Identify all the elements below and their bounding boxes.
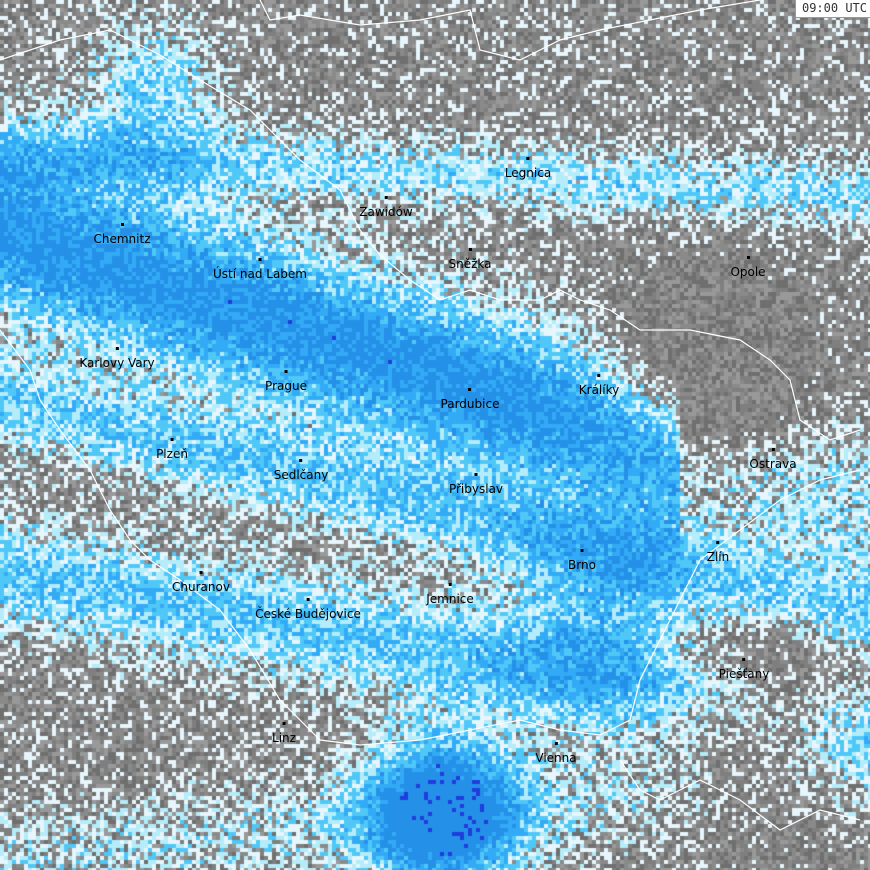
city-name: Chemnitz bbox=[93, 232, 151, 246]
city-name: Ostrava bbox=[749, 457, 797, 471]
city-label: Sedlčany bbox=[273, 459, 329, 482]
city-marker-icon bbox=[120, 223, 124, 226]
city-name: Churanov bbox=[172, 580, 230, 594]
city-label: Prague bbox=[265, 370, 307, 393]
city-marker-icon bbox=[258, 258, 262, 261]
city-label: Jemnice bbox=[426, 583, 474, 606]
city-name: Brno bbox=[568, 558, 596, 572]
city-marker-icon bbox=[771, 448, 775, 451]
city-label: Pardubice bbox=[440, 388, 500, 411]
city-marker-icon bbox=[299, 459, 303, 462]
city-label: Opole bbox=[730, 256, 766, 279]
city-marker-icon bbox=[526, 157, 530, 160]
city-label: Brno bbox=[568, 549, 596, 572]
city-marker-icon bbox=[448, 583, 452, 586]
city-name: Zlín bbox=[706, 550, 730, 564]
city-marker-icon bbox=[468, 248, 472, 251]
city-name: Ústí nad Labem bbox=[212, 267, 308, 281]
city-label: České Budějovice bbox=[255, 598, 361, 621]
city-marker-icon bbox=[199, 571, 203, 574]
city-name: Opole bbox=[730, 265, 766, 279]
city-name: Vienna bbox=[535, 751, 577, 765]
city-name: Legnica bbox=[504, 166, 552, 180]
city-label: Chemnitz bbox=[93, 223, 151, 246]
city-marker-icon bbox=[742, 658, 746, 661]
city-label: Zlín bbox=[706, 541, 730, 564]
city-marker-icon bbox=[306, 598, 310, 601]
city-marker-icon bbox=[284, 370, 288, 373]
city-marker-icon bbox=[282, 722, 286, 725]
city-marker-icon bbox=[746, 256, 750, 259]
city-label: Piešťany bbox=[718, 658, 770, 681]
city-label: Karlovy Vary bbox=[79, 347, 155, 370]
city-marker-icon bbox=[384, 196, 388, 199]
city-name: Plzeň bbox=[156, 447, 188, 461]
city-marker-icon bbox=[115, 347, 119, 350]
city-marker-icon bbox=[554, 742, 558, 745]
city-name: Jemnice bbox=[426, 592, 474, 606]
city-marker-icon bbox=[597, 374, 601, 377]
city-name: Zawidów bbox=[359, 205, 413, 219]
city-label: Králíky bbox=[578, 374, 620, 397]
city-label: Churanov bbox=[172, 571, 230, 594]
border-line bbox=[0, 329, 861, 746]
border-line bbox=[0, 29, 861, 441]
city-label: Zawidów bbox=[359, 196, 413, 219]
city-label: Plzeň bbox=[156, 438, 188, 461]
border-line bbox=[619, 759, 861, 831]
city-name: Piešťany bbox=[718, 667, 770, 681]
city-label: Legnica bbox=[504, 157, 552, 180]
city-marker-icon bbox=[474, 473, 478, 476]
city-label: Ústí nad Labem bbox=[212, 258, 308, 281]
city-name: Karlovy Vary bbox=[79, 356, 155, 370]
city-name: Prague bbox=[265, 379, 307, 393]
city-label: Ostrava bbox=[749, 448, 797, 471]
city-marker-icon bbox=[170, 438, 174, 441]
city-label: Linz bbox=[272, 722, 296, 745]
city-label: Vienna bbox=[535, 742, 577, 765]
city-name: Přibyslav bbox=[448, 482, 504, 496]
city-label: Přibyslav bbox=[448, 473, 504, 496]
city-name: Sněžka bbox=[448, 257, 492, 271]
city-name: Sedlčany bbox=[273, 468, 329, 482]
city-marker-icon bbox=[580, 549, 584, 552]
city-marker-icon bbox=[468, 388, 472, 391]
city-name: Linz bbox=[272, 731, 296, 745]
city-marker-icon bbox=[716, 541, 720, 544]
city-name: České Budějovice bbox=[255, 607, 361, 621]
city-name: Pardubice bbox=[440, 397, 500, 411]
city-label: Sněžka bbox=[448, 248, 492, 271]
border-line bbox=[259, 0, 761, 61]
city-name: Králíky bbox=[578, 383, 620, 397]
timestamp-label: 09:00 UTC bbox=[794, 0, 870, 18]
